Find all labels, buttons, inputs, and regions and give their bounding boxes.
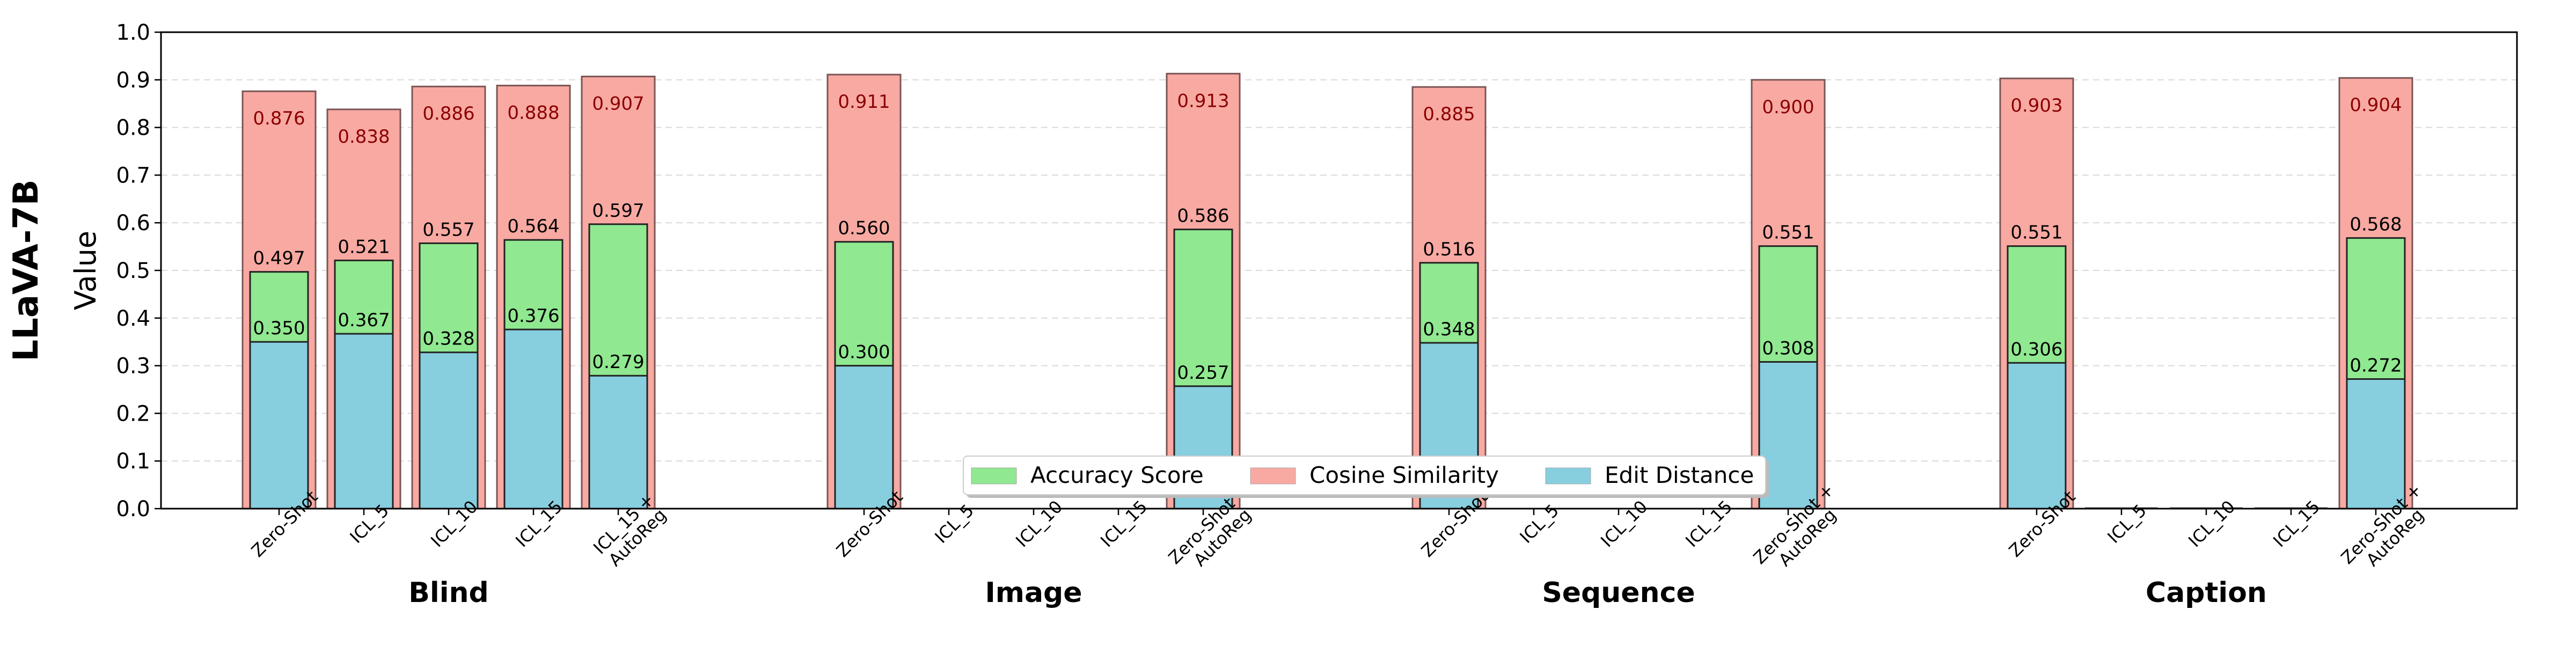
value-label-cosine: 0.903 bbox=[2010, 95, 2062, 116]
y-tick-label: 0.5 bbox=[116, 259, 150, 283]
value-label-edit-distance: 0.279 bbox=[592, 351, 644, 373]
bar-edit-distance bbox=[334, 333, 394, 510]
x-tick-label: ICL_15 bbox=[1681, 496, 1736, 551]
value-label-cosine: 0.913 bbox=[1177, 90, 1229, 112]
value-label-edit-distance: 0.348 bbox=[1423, 319, 1475, 340]
x-tick-label: ICL_10 bbox=[1597, 496, 1651, 551]
bar-edit-distance bbox=[249, 341, 309, 510]
y-tick-label: 0.4 bbox=[116, 306, 150, 331]
value-label-edit-distance: 0.300 bbox=[838, 342, 890, 363]
group-label: Blind bbox=[408, 577, 489, 609]
value-label-edit-distance: 0.367 bbox=[338, 310, 390, 331]
bar-edit-distance bbox=[834, 365, 894, 510]
value-label-edit-distance: 0.306 bbox=[2010, 339, 2062, 360]
y-tick-label: 0.7 bbox=[116, 163, 150, 188]
value-label-cosine: 0.888 bbox=[507, 102, 559, 123]
value-label-accuracy: 0.521 bbox=[338, 236, 390, 258]
group-label: Image bbox=[985, 577, 1082, 609]
y-tick-label: 0.1 bbox=[116, 449, 150, 474]
legend-label: Edit Distance bbox=[1605, 462, 1754, 488]
value-label-cosine: 0.911 bbox=[838, 91, 890, 113]
y-axis-label: Value bbox=[69, 231, 103, 310]
y-tick-label: 0.8 bbox=[116, 116, 150, 141]
y-axis: 0.0 0.1 0.2 0.3 0.4 0.5 0.6 0.7 0.8 0.9 1.0 bbox=[116, 20, 161, 522]
value-label-accuracy: 0.497 bbox=[253, 248, 305, 269]
value-label-cosine: 0.885 bbox=[1423, 104, 1475, 125]
y-tick-label: 0.9 bbox=[116, 68, 150, 93]
legend-label: Accuracy Score bbox=[1030, 462, 1204, 488]
value-label-cosine: 0.907 bbox=[592, 93, 644, 115]
value-label-accuracy: 0.597 bbox=[592, 200, 644, 222]
x-tick-label: ICL_10 bbox=[2184, 496, 2239, 551]
value-label-accuracy: 0.568 bbox=[2350, 214, 2402, 236]
group-label: Sequence bbox=[1542, 577, 1695, 609]
bars bbox=[241, 72, 2413, 510]
y-tick-label: 0.3 bbox=[116, 354, 150, 379]
x-tick-label: ICL_5 bbox=[1516, 500, 1563, 547]
x-tick-label: ICL_15 bbox=[2269, 496, 2324, 551]
x-tick-label: ICL_15 bbox=[1096, 496, 1151, 551]
legend-swatch bbox=[1250, 467, 1296, 484]
value-label-cosine: 0.904 bbox=[2350, 94, 2402, 116]
legend-label: Cosine Similarity bbox=[1309, 462, 1499, 488]
value-labels: 0.876 0.497 0.350 0.838 0.521 0.367 0.886 0.557… bbox=[253, 90, 2402, 384]
legend-box bbox=[963, 456, 1766, 495]
value-label-edit-distance: 0.350 bbox=[253, 318, 305, 339]
value-label-cosine: 0.886 bbox=[422, 103, 474, 124]
value-label-accuracy: 0.586 bbox=[1177, 205, 1229, 227]
value-label-accuracy: 0.557 bbox=[422, 219, 474, 240]
value-label-edit-distance: 0.328 bbox=[422, 328, 474, 350]
value-label-cosine: 0.900 bbox=[1762, 97, 1814, 118]
bar-edit-distance bbox=[588, 375, 648, 510]
value-label-cosine: 0.876 bbox=[253, 108, 305, 129]
x-tick-label: ICL_5 bbox=[931, 500, 978, 547]
value-label-edit-distance: 0.308 bbox=[1762, 337, 1814, 359]
value-label-edit-distance: 0.376 bbox=[507, 305, 559, 327]
value-label-edit-distance: 0.272 bbox=[2350, 355, 2402, 376]
x-tick-label: ICL_10 bbox=[1012, 496, 1066, 551]
value-label-accuracy: 0.560 bbox=[838, 218, 890, 239]
value-label-edit-distance: 0.257 bbox=[1177, 362, 1229, 384]
value-label-accuracy: 0.564 bbox=[507, 216, 559, 237]
legend-swatch bbox=[971, 467, 1017, 484]
bar-edit-distance bbox=[2346, 378, 2406, 510]
x-axis: Zero-Shot ICL_5 ICL_10 ICL_15 ICL_15 +AutoRe… bbox=[247, 480, 2428, 609]
row-label: LLaVA-7B bbox=[6, 179, 46, 361]
value-label-accuracy: 0.516 bbox=[1423, 239, 1475, 260]
bar-edit-distance bbox=[503, 328, 564, 510]
value-label-accuracy: 0.551 bbox=[2010, 222, 2062, 244]
value-label-accuracy: 0.551 bbox=[1762, 222, 1814, 244]
value-label-cosine: 0.838 bbox=[338, 126, 390, 148]
bar-edit-distance bbox=[2007, 362, 2067, 510]
bar-edit-distance bbox=[419, 351, 479, 510]
y-tick-label: 0.0 bbox=[116, 497, 150, 522]
y-tick-label: 0.2 bbox=[116, 401, 150, 426]
y-tick-label: 1.0 bbox=[116, 20, 150, 45]
y-tick-label: 0.6 bbox=[116, 211, 150, 236]
group-label: Caption bbox=[2146, 577, 2267, 609]
legend: Accuracy Score Cosine Similarity Edit Dist… bbox=[963, 456, 1769, 498]
legend-swatch bbox=[1545, 467, 1591, 484]
